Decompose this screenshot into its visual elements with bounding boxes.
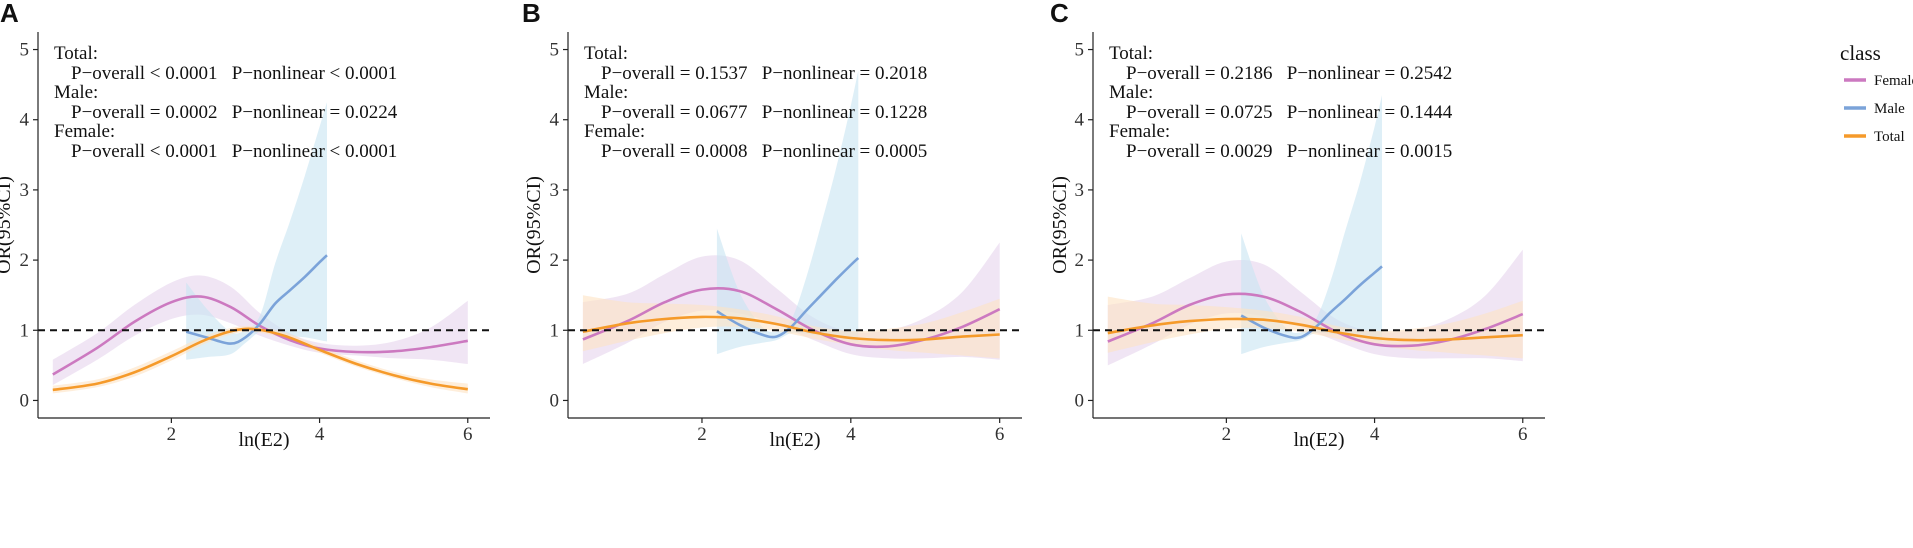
y-tick-label: 3 xyxy=(550,180,560,201)
x-tick-label: 4 xyxy=(315,424,325,445)
annotation-stats: P−overall < 0.0001 P−nonlinear < 0.0001 xyxy=(71,141,397,162)
ci-band-male xyxy=(186,102,327,360)
series-line-female xyxy=(52,295,469,376)
x-tick-label: 6 xyxy=(1518,424,1528,445)
ci-band-male xyxy=(716,70,859,355)
legend-title: class xyxy=(1840,41,1881,65)
series-line-male xyxy=(185,254,328,345)
x-tick-label: 4 xyxy=(1370,424,1380,445)
x-tick-label: 6 xyxy=(995,424,1005,445)
y-tick-label: 4 xyxy=(1075,110,1085,131)
y-tick-label: 1 xyxy=(20,320,30,341)
annotation-stats: P−overall = 0.2186 P−nonlinear = 0.2542 xyxy=(1126,63,1452,84)
legend: class Female Male Total xyxy=(1840,41,1913,145)
y-tick-label: 3 xyxy=(1075,180,1085,201)
y-tick-label: 0 xyxy=(20,390,30,411)
y-tick-label: 1 xyxy=(550,320,560,341)
y-tick-label: 3 xyxy=(20,180,30,201)
legend-label-female: Female xyxy=(1874,73,1913,89)
y-tick-label: 5 xyxy=(550,40,560,61)
annotation-group: Female: xyxy=(1109,121,1170,142)
legend-label-male: Male xyxy=(1874,101,1905,117)
ci-band-total xyxy=(52,326,468,394)
annotation-stats: P−overall < 0.0001 P−nonlinear < 0.0001 xyxy=(71,63,397,84)
panel-letter: C xyxy=(1050,0,1069,28)
annotation-group: Female: xyxy=(584,121,645,142)
annotation-group: Male: xyxy=(1109,82,1153,103)
x-axis-label: ln(E2) xyxy=(769,429,820,451)
y-tick-label: 1 xyxy=(1075,320,1085,341)
y-tick-label: 2 xyxy=(1075,250,1085,271)
ci-band-male xyxy=(1241,95,1382,355)
x-axis-label: ln(E2) xyxy=(238,429,289,451)
y-tick-label: 5 xyxy=(1075,40,1085,61)
y-tick-label: 2 xyxy=(550,250,560,271)
annotation-group: Total: xyxy=(54,43,98,64)
legend-label-total: Total xyxy=(1874,129,1905,145)
annotation-stats: P−overall = 0.0029 P−nonlinear = 0.0015 xyxy=(1126,141,1452,162)
y-tick-label: 5 xyxy=(20,40,30,61)
annotation-group: Total: xyxy=(584,43,628,64)
series-line-male xyxy=(1240,265,1383,340)
panel-letter: B xyxy=(522,0,541,28)
y-axis-label: OR(95%CI) xyxy=(523,176,545,274)
y-tick-label: 0 xyxy=(1075,390,1085,411)
annotation-stats: P−overall = 0.1537 P−nonlinear = 0.2018 xyxy=(601,63,927,84)
x-tick-label: 2 xyxy=(697,424,707,445)
y-axis-label: OR(95%CI) xyxy=(1049,176,1071,274)
annotation-stats: P−overall = 0.0677 P−nonlinear = 0.1228 xyxy=(601,102,927,123)
annotation-stats: P−overall = 0.0725 P−nonlinear = 0.1444 xyxy=(1126,102,1453,123)
series-line-total xyxy=(582,315,1000,342)
series-line-total xyxy=(1107,317,1523,342)
y-axis-label: OR(95%CI) xyxy=(0,176,15,274)
x-axis-label: ln(E2) xyxy=(1293,429,1344,451)
annotation-stats: P−overall = 0.0008 P−nonlinear = 0.0005 xyxy=(601,141,927,162)
annotation-group: Male: xyxy=(584,82,628,103)
y-tick-label: 2 xyxy=(20,250,30,271)
y-tick-label: 0 xyxy=(550,390,560,411)
x-tick-label: 2 xyxy=(167,424,177,445)
x-tick-label: 4 xyxy=(846,424,856,445)
annotation-group: Female: xyxy=(54,121,115,142)
series-line-total xyxy=(52,327,468,392)
x-tick-label: 2 xyxy=(1222,424,1232,445)
annotation-stats: P−overall = 0.0002 P−nonlinear = 0.0224 xyxy=(71,102,398,123)
x-tick-label: 6 xyxy=(463,424,473,445)
y-tick-label: 4 xyxy=(20,110,30,131)
annotation-group: Total: xyxy=(1109,43,1153,64)
annotation-group: Male: xyxy=(54,82,98,103)
y-tick-label: 4 xyxy=(550,110,560,131)
panel-letter: A xyxy=(0,0,19,28)
